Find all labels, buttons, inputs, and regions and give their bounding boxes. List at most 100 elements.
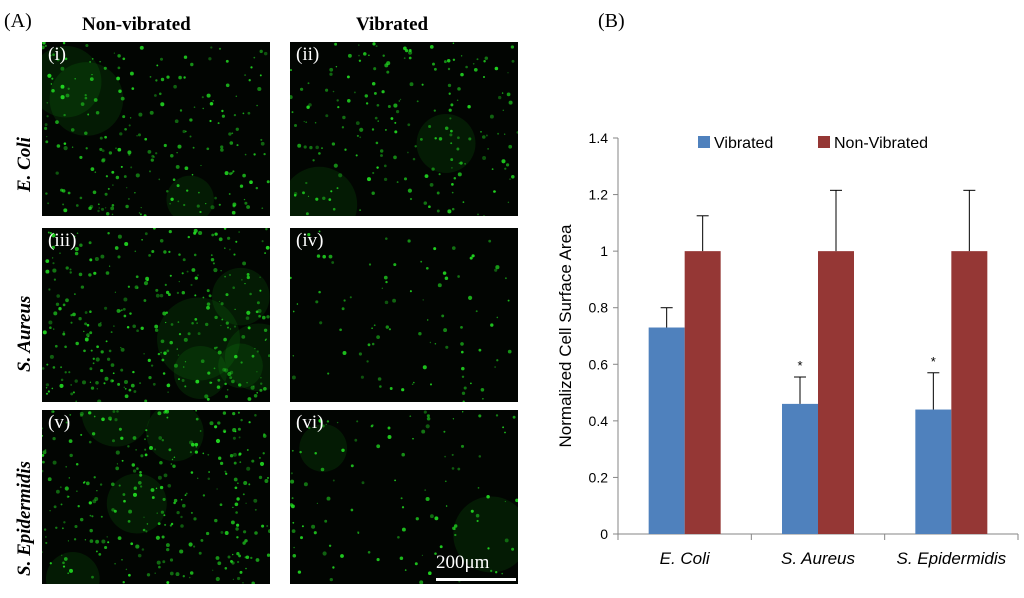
bacteria-spot bbox=[387, 435, 392, 439]
bacteria-spot bbox=[290, 472, 293, 475]
bacteria-spot bbox=[510, 45, 515, 49]
bacteria-spot bbox=[412, 157, 416, 161]
bacteria-spot bbox=[106, 357, 111, 361]
bacteria-spot bbox=[229, 248, 231, 251]
bacteria-spot bbox=[42, 45, 45, 50]
bacteria-spot bbox=[322, 254, 326, 259]
legend-label: Vibrated bbox=[714, 135, 773, 152]
bacteria-spot bbox=[255, 310, 259, 314]
bacteria-spot bbox=[150, 364, 154, 367]
bacteria-spot bbox=[457, 275, 460, 278]
bacteria-spot bbox=[69, 271, 72, 274]
bacteria-spot bbox=[316, 254, 321, 258]
bacteria-spot bbox=[238, 554, 242, 558]
bacteria-spot bbox=[185, 130, 187, 133]
bacteria-spot bbox=[129, 312, 132, 315]
bacteria-spot bbox=[260, 382, 263, 385]
bacteria-spot bbox=[85, 481, 90, 486]
bacteria-spot bbox=[236, 497, 240, 501]
bacteria-spot bbox=[74, 251, 79, 256]
bacteria-spot bbox=[407, 123, 411, 127]
bacteria-spot bbox=[504, 277, 507, 280]
bacteria-spot bbox=[161, 358, 165, 362]
bacteria-spot bbox=[371, 191, 375, 195]
bacteria-spot bbox=[140, 206, 142, 209]
bacteria-spot bbox=[194, 442, 199, 447]
bacteria-spot bbox=[132, 324, 136, 329]
bacteria-spot bbox=[148, 375, 152, 380]
bacteria-spot bbox=[227, 326, 229, 329]
bacteria-spot bbox=[442, 271, 447, 275]
bacteria-spot bbox=[291, 111, 294, 114]
bacteria-spot bbox=[230, 520, 235, 525]
bacteria-spot bbox=[132, 469, 137, 473]
bacteria-spot bbox=[373, 324, 376, 327]
bacteria-spot bbox=[444, 480, 447, 483]
bacteria-spot bbox=[447, 83, 452, 88]
bacteria-spot bbox=[166, 383, 171, 388]
bacteria-spot bbox=[59, 252, 61, 254]
bacteria-spot bbox=[423, 201, 428, 205]
bacteria-spot bbox=[89, 539, 94, 543]
bacteria-spot bbox=[237, 411, 240, 414]
bacteria-spot bbox=[98, 553, 102, 556]
bacteria-spot bbox=[212, 99, 214, 102]
bacteria-spot bbox=[240, 361, 243, 364]
bacteria-spot bbox=[122, 115, 126, 119]
bacteria-spot bbox=[42, 427, 44, 430]
bacteria-spot bbox=[316, 502, 319, 505]
bacteria-spot bbox=[120, 96, 125, 101]
bacteria-spot bbox=[227, 371, 232, 377]
bacteria-spot bbox=[119, 309, 122, 313]
bacteria-spot bbox=[438, 173, 441, 176]
bacteria-spot bbox=[169, 558, 174, 562]
bacteria-spot bbox=[266, 315, 270, 319]
bacteria-spot bbox=[113, 325, 115, 327]
bacteria-spot bbox=[184, 361, 187, 363]
bacteria-spot bbox=[334, 42, 338, 46]
bacteria-spot bbox=[179, 549, 184, 554]
bacteria-spot bbox=[89, 514, 92, 517]
bacteria-spot bbox=[155, 535, 160, 540]
bacteria-spot bbox=[169, 571, 174, 576]
bacteria-spot bbox=[202, 296, 205, 299]
bacteria-spot bbox=[258, 314, 261, 318]
bacteria-spot bbox=[166, 547, 170, 552]
bacteria-spot bbox=[253, 394, 258, 398]
bacteria-spot bbox=[246, 273, 250, 276]
bacteria-spot bbox=[475, 310, 478, 313]
bacteria-spot bbox=[168, 448, 172, 452]
bacteria-spot bbox=[224, 531, 229, 535]
bacteria-spot bbox=[89, 61, 91, 63]
bacteria-spot bbox=[431, 167, 435, 171]
bacteria-spot bbox=[451, 246, 456, 250]
bacteria-spot bbox=[229, 328, 232, 330]
bacteria-spot bbox=[501, 572, 504, 575]
bacteria-spot bbox=[128, 388, 132, 392]
bacteria-spot bbox=[329, 67, 334, 72]
bacteria-spot bbox=[327, 372, 330, 375]
bacteria-spot bbox=[358, 54, 360, 57]
bacteria-spot bbox=[133, 486, 137, 490]
bacteria-spot bbox=[88, 206, 92, 210]
bacteria-spot bbox=[93, 415, 96, 418]
bacteria-spot bbox=[375, 45, 378, 48]
bacteria-spot bbox=[163, 143, 167, 148]
bacteria-spot bbox=[239, 570, 243, 574]
bacteria-spot bbox=[218, 456, 222, 460]
bar-vibrated-1 bbox=[648, 327, 685, 534]
bacteria-spot bbox=[432, 62, 435, 66]
bacteria-spot bbox=[91, 73, 93, 76]
bacteria-spot bbox=[132, 492, 138, 497]
bacteria-spot bbox=[54, 344, 58, 348]
bacteria-spot bbox=[267, 476, 269, 479]
bacteria-spot bbox=[181, 272, 184, 275]
bacteria-spot bbox=[263, 433, 266, 436]
bacteria-spot bbox=[85, 43, 89, 48]
bacteria-spot bbox=[117, 66, 121, 70]
bacteria-spot bbox=[84, 337, 89, 342]
bacteria-spot bbox=[77, 505, 80, 508]
bacteria-spot bbox=[494, 66, 499, 71]
bacteria-spot bbox=[115, 466, 120, 471]
bacteria-spot bbox=[49, 326, 52, 329]
